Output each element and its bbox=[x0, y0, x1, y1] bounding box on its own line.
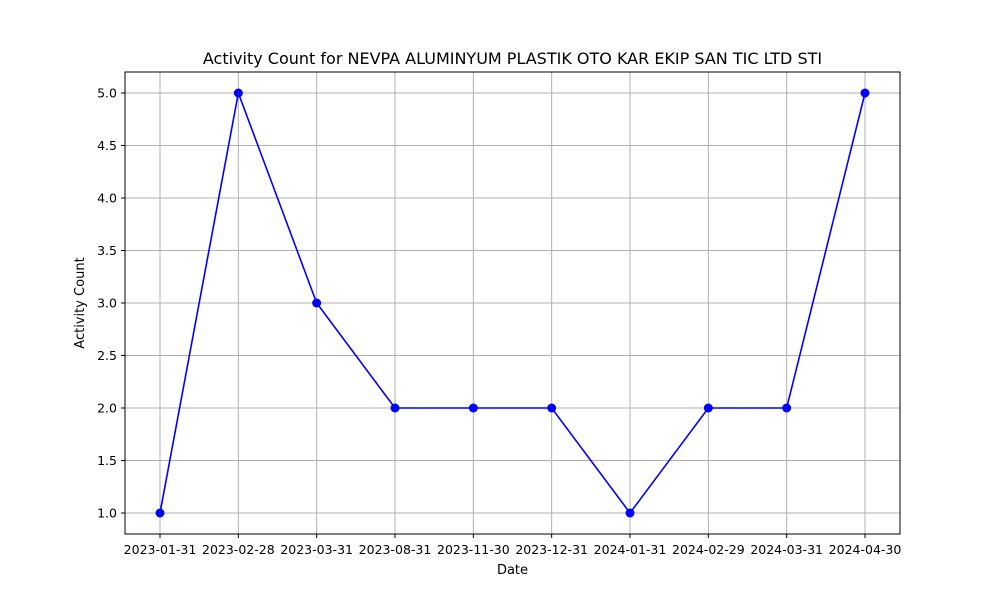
series-line bbox=[159, 90, 866, 515]
data-point bbox=[782, 403, 792, 413]
x-tick-label: 2024-04-30 bbox=[829, 542, 902, 557]
y-tick-label: 2.5 bbox=[97, 348, 117, 363]
data-point bbox=[547, 403, 557, 413]
chart-title: Activity Count for NEVPA ALUMINYUM PLAST… bbox=[203, 49, 822, 68]
y-tick-label: 1.5 bbox=[97, 453, 117, 468]
ticks: 2023-01-31 2023-02-28 2023-03-31 2023-08-31… bbox=[97, 86, 901, 558]
y-axis-title: Activity Count bbox=[73, 257, 88, 348]
series-layer bbox=[155, 88, 870, 518]
y-tick-label: 3.0 bbox=[97, 296, 117, 311]
x-tick-label: 2023-11-30 bbox=[437, 542, 510, 557]
data-point bbox=[233, 88, 243, 98]
data-point bbox=[390, 403, 400, 413]
y-tick-label: 4.5 bbox=[97, 138, 117, 153]
y-tick-label: 1.0 bbox=[97, 506, 117, 521]
data-point bbox=[468, 403, 478, 413]
x-tick-label: 2024-02-29 bbox=[672, 542, 745, 557]
x-tick-label: 2023-12-31 bbox=[515, 542, 588, 557]
x-tick-label: 2024-03-31 bbox=[750, 542, 823, 557]
x-tick-label: 2023-08-31 bbox=[359, 542, 432, 557]
data-point bbox=[703, 403, 713, 413]
data-point bbox=[155, 508, 165, 518]
data-point bbox=[625, 508, 635, 518]
x-axis-title: Date bbox=[497, 563, 528, 578]
x-tick-label: 2023-01-31 bbox=[124, 542, 197, 557]
y-tick-label: 2.0 bbox=[97, 401, 117, 416]
x-tick-label: 2023-02-28 bbox=[202, 542, 275, 557]
x-tick-label: 2024-01-31 bbox=[594, 542, 667, 557]
x-tick-label: 2023-03-31 bbox=[280, 542, 353, 557]
y-tick-label: 5.0 bbox=[97, 86, 117, 101]
data-point bbox=[312, 298, 322, 308]
data-point bbox=[860, 88, 870, 98]
y-tick-label: 4.0 bbox=[97, 191, 117, 206]
y-tick-label: 3.5 bbox=[97, 243, 117, 258]
